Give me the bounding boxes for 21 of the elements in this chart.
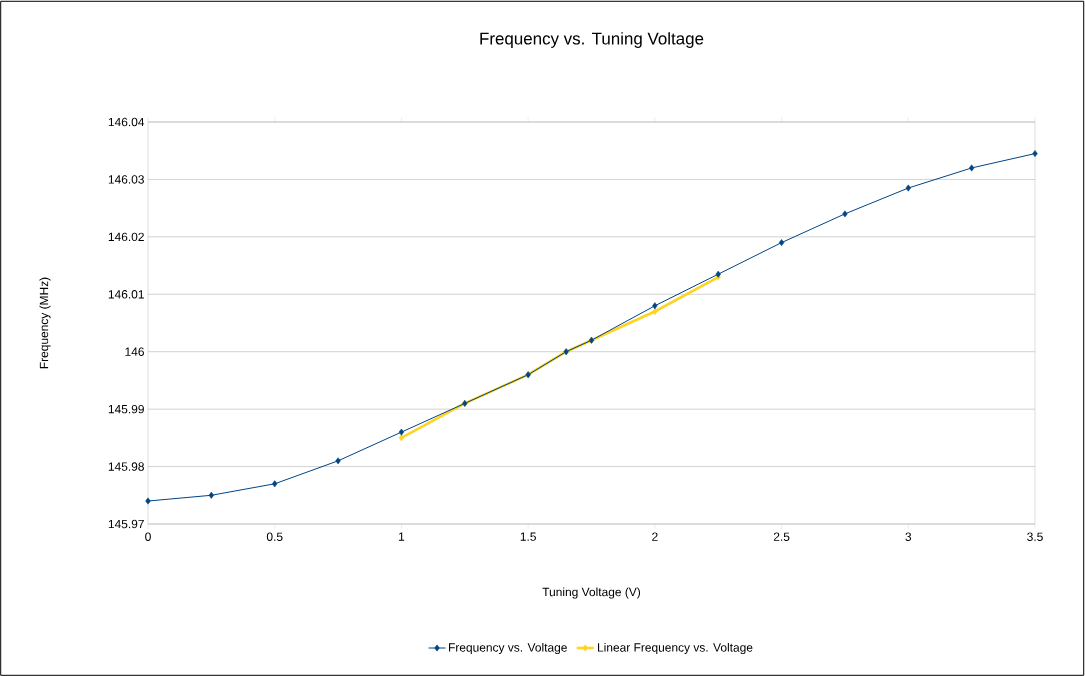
- x-tick-label: 0.5: [266, 532, 283, 541]
- y-tick-label: 146.03: [108, 175, 144, 184]
- y-tick-label: 145.99: [108, 404, 144, 414]
- x-tick-label: 0: [145, 532, 151, 541]
- x-tick-label: 3.5: [1027, 532, 1043, 541]
- y-tick-label: 146: [125, 347, 144, 356]
- x-tick-label: 2: [652, 532, 658, 541]
- x-tick-label: 1: [399, 532, 405, 541]
- y-tick-label: 145.98: [108, 462, 144, 471]
- x-axis-title: Tuning Voltage (V): [542, 587, 641, 599]
- x-tick-label: 1.5: [520, 532, 536, 541]
- y-tick-label: 146.02: [108, 232, 144, 242]
- legend-label: Frequency vs. Voltage: [449, 642, 567, 655]
- x-tick-label: 3: [905, 532, 912, 541]
- y-tick-label: 146.04: [108, 117, 145, 127]
- y-axis-title: Frequency (MHz): [39, 277, 51, 369]
- y-tick-label: 146.01: [108, 290, 144, 299]
- chart-title: Frequency vs. Tuning Voltage: [480, 32, 704, 48]
- legend-label: Linear Frequency vs. Voltage: [598, 642, 753, 655]
- y-tick-label: 145.97: [108, 519, 144, 529]
- x-tick-label: 2.5: [773, 532, 790, 541]
